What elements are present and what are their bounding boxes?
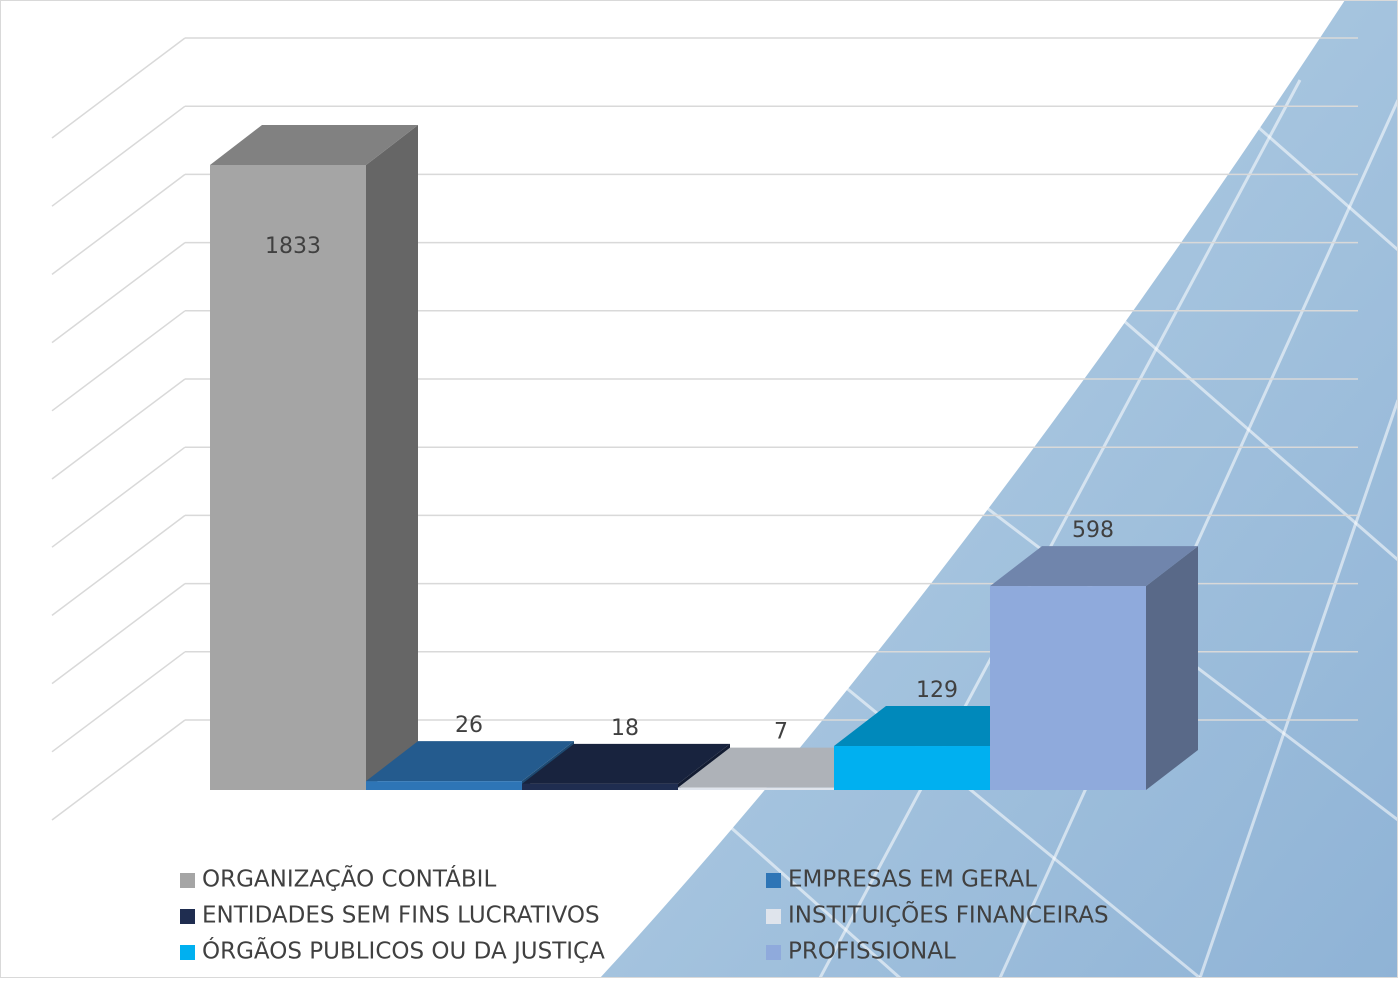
- background-photo: [600, 0, 1398, 978]
- grid-line-side: [51, 310, 186, 412]
- bar: [366, 781, 522, 790]
- bar-top: [522, 743, 730, 784]
- data-label: 7: [774, 720, 788, 745]
- bar: [834, 746, 990, 790]
- grid-line-side: [51, 583, 186, 685]
- grid-line-side: [51, 719, 186, 821]
- bar-top: [366, 741, 574, 782]
- grid-line-side: [51, 651, 186, 753]
- bar: [210, 165, 366, 790]
- legend-swatch: [766, 945, 781, 960]
- bar-side: [1146, 546, 1198, 790]
- grid-line-side: [51, 37, 186, 139]
- legend-label: ENTIDADES SEM FINS LUCRATIVOS: [202, 903, 600, 929]
- legend-label: ORGANIZAÇÃO CONTÁBIL: [202, 865, 496, 893]
- grid-line-side: [51, 446, 186, 548]
- legend-label: EMPRESAS EM GERAL: [788, 867, 1037, 893]
- bar-top: [990, 546, 1198, 587]
- data-label: 26: [455, 713, 483, 738]
- data-label: 18: [611, 716, 639, 741]
- legend-label: ÓRGÃOS PUBLICOS OU DA JUSTIÇA: [202, 937, 605, 965]
- bar-side: [366, 125, 418, 790]
- data-label: 598: [1072, 518, 1114, 543]
- grid-line-side: [51, 514, 186, 616]
- grid-line-side: [51, 105, 186, 207]
- bar-top: [210, 125, 418, 165]
- legend-swatch: [180, 909, 195, 924]
- grid-line-side: [51, 173, 186, 275]
- legend-swatch: [766, 909, 781, 924]
- grid-line-side: [51, 378, 186, 480]
- bar: [678, 787, 834, 790]
- legend-swatch: [180, 873, 195, 888]
- grid-line-side: [51, 242, 186, 344]
- bar: [522, 783, 678, 790]
- legend-swatch: [766, 873, 781, 888]
- legend-label: PROFISSIONAL: [788, 939, 956, 965]
- data-label: 1833: [265, 234, 321, 259]
- legend-label: INSTITUIÇÕES FINANCEIRAS: [788, 900, 1109, 929]
- bar: [990, 586, 1146, 790]
- data-label: 129: [916, 678, 958, 703]
- legend-swatch: [180, 945, 195, 960]
